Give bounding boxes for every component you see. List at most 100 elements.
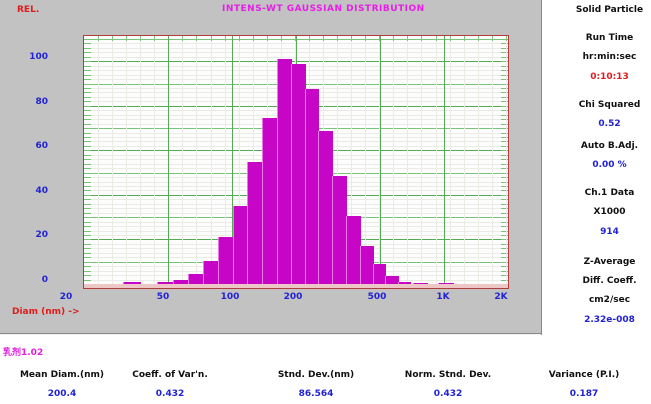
right-tick	[501, 221, 508, 223]
left-tick	[84, 159, 91, 161]
left-tick	[84, 172, 91, 174]
separator-line-vertical	[541, 0, 542, 335]
top-tick	[407, 36, 409, 41]
x-axis-title: Diam (nm) ->	[12, 307, 80, 317]
histogram-bar	[247, 162, 263, 284]
top-tick	[449, 36, 451, 41]
right-tick	[501, 239, 508, 241]
right-tick	[501, 159, 508, 161]
chart-region: REL. INTENS-WT GAUSSIAN DISTRIBUTION Dia…	[0, 0, 542, 335]
left-tick	[84, 230, 91, 232]
x-axis-tick-label: 2K	[494, 292, 508, 302]
right-tick	[501, 65, 508, 67]
grid-vline-minor	[421, 36, 423, 284]
grid-vline-minor	[196, 36, 198, 284]
right-tick	[501, 101, 508, 103]
histogram-bar	[232, 206, 249, 284]
top-tick	[477, 36, 479, 41]
right-tick	[501, 181, 508, 183]
right-tick	[501, 257, 508, 259]
top-tick	[210, 36, 212, 41]
grid-vline-major	[232, 36, 234, 284]
top-tick	[280, 36, 282, 41]
right-tick	[501, 168, 508, 170]
histogram-bar	[304, 89, 319, 284]
panel-text: X1000	[593, 207, 626, 217]
top-tick	[196, 36, 198, 41]
separator-line-highlight	[0, 334, 542, 335]
panel-text: hr:min:sec	[582, 52, 637, 62]
histogram-bar	[202, 261, 219, 284]
right-tick	[501, 172, 508, 174]
right-tick	[501, 110, 508, 112]
grid-vline-major	[380, 36, 382, 284]
left-tick	[84, 150, 91, 152]
top-tick	[182, 36, 184, 41]
right-tick	[501, 275, 508, 277]
top-tick	[112, 36, 114, 41]
top-tick	[351, 36, 353, 41]
histogram-bar	[123, 282, 141, 284]
left-tick	[84, 56, 91, 58]
right-tick	[501, 190, 508, 192]
y-axis-tick-label: 20	[35, 230, 48, 241]
left-tick	[84, 221, 91, 223]
left-tick	[84, 61, 91, 63]
top-tick	[252, 36, 254, 41]
y-axis-tick-label: 60	[35, 141, 48, 152]
left-tick	[84, 52, 91, 54]
right-tick	[501, 114, 508, 116]
stat-label: Stnd. Dev.(nm)	[277, 370, 355, 380]
panel-text: Ch.1 Data	[584, 188, 635, 198]
stat-value: 0.187	[569, 389, 599, 399]
left-tick	[84, 190, 91, 192]
right-tick	[501, 261, 508, 263]
left-tick	[84, 92, 91, 94]
right-tick	[501, 194, 508, 196]
left-tick	[84, 243, 91, 245]
right-tick	[501, 128, 508, 130]
panel-text: 914	[600, 227, 619, 237]
right-tick	[501, 226, 508, 228]
right-tick	[501, 79, 508, 81]
histogram-bar	[413, 283, 429, 284]
sample-name: 乳剂1.02	[3, 348, 44, 358]
stat-label: Norm. Stnd. Dev.	[404, 370, 492, 380]
stat-value: 200.4	[47, 389, 77, 399]
top-tick	[294, 36, 296, 41]
right-tick	[501, 270, 508, 272]
left-tick	[84, 168, 91, 170]
right-tick	[501, 52, 508, 54]
left-tick	[84, 154, 91, 156]
right-tick	[501, 56, 508, 58]
left-tick	[84, 88, 91, 90]
summary-footer: 乳剂1.02 Mean Diam.(nm) 200.4 Coeff. of Var'…	[0, 335, 619, 404]
right-tick	[501, 137, 508, 139]
x-axis-tick-label: 20	[59, 292, 73, 302]
histogram-bar	[217, 237, 234, 284]
left-tick	[84, 83, 91, 85]
left-tick	[84, 74, 91, 76]
stat-label: Coeff. of Var'n.	[132, 370, 208, 380]
right-tick	[501, 199, 508, 201]
grid-vline-minor	[252, 36, 254, 284]
right-tick	[501, 163, 508, 165]
histogram-bar	[276, 59, 293, 284]
stat-value: 86.564	[298, 389, 334, 399]
top-tick	[379, 36, 381, 41]
grid-vline-minor	[112, 36, 114, 284]
y-axis-tick-label: 100	[29, 52, 48, 63]
left-tick	[84, 208, 91, 210]
top-tick	[505, 36, 507, 41]
grid-vline-minor	[491, 36, 493, 284]
left-tick	[84, 275, 91, 277]
left-tick	[84, 248, 91, 250]
y-axis-tick-label: 0	[41, 275, 48, 285]
top-tick	[323, 36, 325, 41]
y-axis-title: REL.	[17, 5, 40, 15]
histogram-bar	[359, 246, 374, 284]
left-tick	[84, 114, 91, 116]
baseline-strip	[84, 284, 508, 288]
grid-vline-minor	[351, 36, 353, 284]
